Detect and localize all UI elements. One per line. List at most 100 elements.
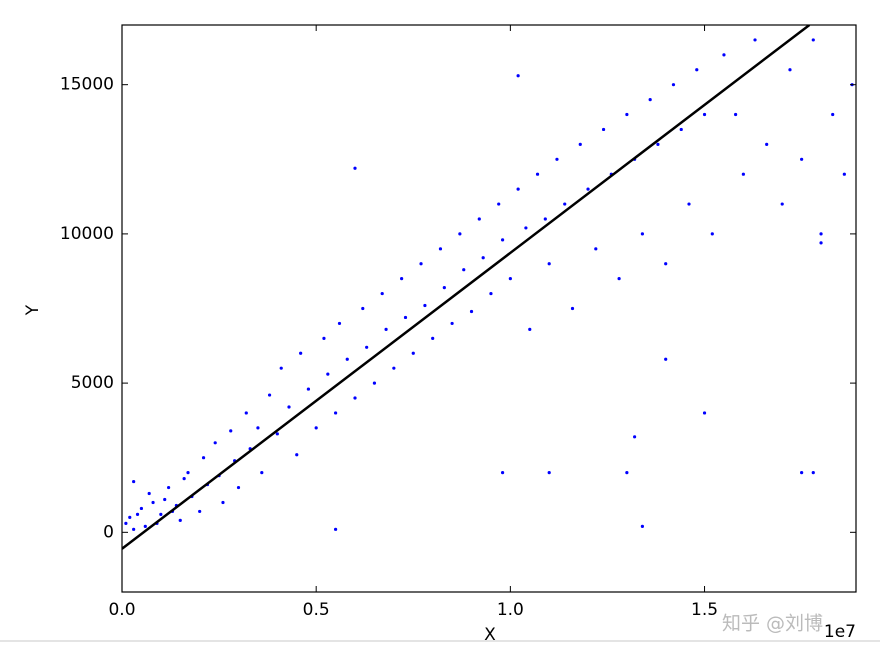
y-tick-label: 0 — [103, 522, 114, 542]
scatter-point — [345, 357, 349, 361]
scatter-point — [163, 497, 167, 502]
scatter-point — [279, 366, 283, 370]
scatter-point — [384, 327, 388, 331]
scatter-point — [275, 432, 279, 436]
scatter-point — [380, 291, 384, 296]
y-axis-label: Y — [23, 304, 43, 316]
scatter-point — [516, 187, 520, 191]
scatter-point — [442, 286, 446, 290]
scatter-point — [481, 256, 485, 260]
scatter-point — [159, 512, 163, 517]
y-tick-label: 5000 — [71, 373, 114, 393]
scatter-point — [135, 512, 140, 517]
scatter-point — [819, 232, 823, 236]
scatter-point — [831, 112, 835, 117]
scatter-point — [563, 202, 567, 206]
scatter-point — [528, 327, 532, 331]
scatter-point — [594, 247, 598, 251]
scatter-point — [326, 372, 330, 376]
scatter-point — [497, 202, 501, 206]
scatter-point — [625, 112, 629, 117]
scatter-point — [601, 127, 606, 132]
scatter-point — [124, 521, 128, 525]
scatter-point — [462, 268, 466, 272]
scatter-point — [287, 405, 291, 409]
scatter-point — [419, 262, 423, 266]
y-tick-label: 10000 — [60, 224, 114, 244]
scatter-point — [516, 74, 520, 78]
y-tick-label: 15000 — [60, 75, 114, 95]
scatter-point — [167, 485, 171, 490]
scatter-point — [201, 456, 206, 460]
scatter-point — [132, 527, 136, 531]
plot-area — [122, 25, 854, 550]
scatter-point — [625, 471, 629, 475]
scatter-point — [617, 277, 621, 281]
scatter-point — [547, 262, 551, 266]
scatter-point — [722, 53, 726, 57]
scatter-point — [578, 142, 582, 146]
scatter-point — [256, 426, 260, 430]
scatter-point — [260, 471, 264, 475]
scatter-point — [535, 172, 540, 176]
scatter-point — [438, 247, 443, 251]
scatter-point — [765, 142, 769, 146]
scatter-point — [139, 506, 144, 511]
scatter-point — [671, 83, 676, 87]
scatter-point — [489, 291, 493, 296]
scatter-point — [687, 202, 691, 206]
x-tick-label: 1.0 — [497, 600, 524, 620]
scatter-point — [132, 479, 136, 484]
scatter-point — [392, 366, 396, 370]
scatter-point — [365, 345, 369, 349]
scatter-point — [702, 411, 707, 415]
scatter-point — [147, 491, 151, 496]
scatter-point — [186, 471, 190, 475]
scatter-point — [333, 527, 338, 531]
scatter-point — [500, 238, 505, 242]
scatter-point — [710, 232, 714, 236]
scatter-point — [198, 509, 202, 514]
scatter-point — [353, 396, 357, 400]
scatter-point — [547, 471, 551, 475]
scatter-point — [664, 357, 668, 361]
scatter-point — [780, 202, 784, 206]
plot-frame — [121, 24, 857, 593]
scatter-point — [299, 351, 303, 355]
scatter-point — [640, 232, 645, 236]
scatter-point — [811, 38, 815, 42]
scatter-point — [244, 411, 248, 415]
scatter-point — [322, 336, 326, 340]
scatter-point — [337, 321, 342, 326]
x-offset-label: 1e7 — [824, 622, 856, 642]
watermark: 知乎 @刘博 — [722, 613, 823, 635]
scatter-point — [633, 435, 637, 439]
scatter-point — [811, 471, 815, 475]
scatter-point — [819, 241, 823, 245]
scatter-point — [842, 172, 846, 176]
scatter-point — [656, 142, 660, 146]
x-tick-label: 0.5 — [303, 600, 330, 620]
scatter-point — [400, 277, 404, 281]
scatter-point — [213, 441, 217, 445]
scatter-point — [128, 515, 132, 519]
scatter-point — [450, 321, 454, 326]
scatter-point — [431, 336, 435, 340]
scatter-point — [372, 381, 377, 385]
x-tick-label: 0.0 — [108, 600, 135, 620]
scatter-point — [734, 112, 738, 117]
scatter-point — [314, 426, 318, 430]
scatter-point — [458, 232, 462, 236]
scatter-point — [788, 68, 792, 72]
scatter-point — [411, 351, 415, 355]
x-tick-label: 1.5 — [691, 600, 718, 620]
scatter-point — [800, 157, 804, 161]
scatter-point — [469, 309, 474, 314]
scatter-point — [295, 453, 299, 457]
scatter-point — [182, 477, 186, 481]
scatter-point — [477, 217, 481, 221]
scatter-point — [679, 127, 683, 132]
scatter-point — [695, 68, 699, 72]
scatter-point — [236, 485, 241, 490]
